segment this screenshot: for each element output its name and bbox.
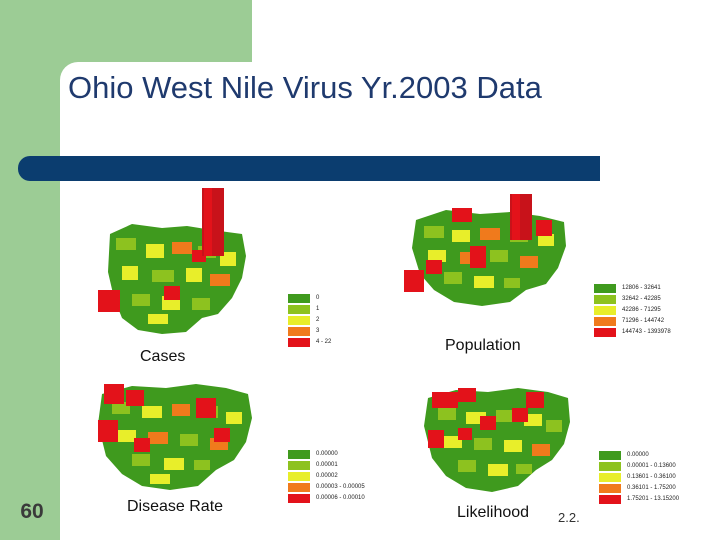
- legend-item: 4 - 22: [288, 337, 331, 347]
- legend-item: 42286 - 71295: [594, 305, 671, 315]
- legend-label: 3: [316, 328, 320, 334]
- legend-swatch: [599, 483, 621, 493]
- cases-map: [98, 188, 246, 334]
- disease-rate-caption: Disease Rate: [127, 498, 224, 515]
- likelihood-legend: 0.00000 0.00001 - 0.13600 0.13601 - 0.36…: [599, 450, 679, 505]
- legend-swatch: [594, 305, 616, 315]
- legend-item: 1: [288, 304, 331, 314]
- legend-label: 0.00002: [316, 473, 338, 479]
- legend-item: 0.00001: [288, 460, 365, 470]
- legend-swatch: [288, 304, 310, 314]
- legend-label: 2: [316, 317, 320, 323]
- legend-swatch: [288, 293, 310, 303]
- legend-swatch: [288, 315, 310, 325]
- population-legend: 12806 - 32641 32642 - 42285 42286 - 7129…: [594, 283, 671, 338]
- legend-label: 0.00001: [316, 462, 338, 468]
- background-left-strip: [0, 156, 60, 540]
- legend-item: 0.00006 - 0.00010: [288, 493, 365, 503]
- legend-label: 0.00003 - 0.00005: [316, 484, 365, 490]
- legend-swatch: [288, 471, 310, 481]
- legend-item: 0.36101 - 1.75200: [599, 483, 679, 493]
- legend-label: 0.13601 - 0.36100: [627, 474, 676, 480]
- legend-swatch: [288, 337, 310, 347]
- disease-rate-legend: 0.00000 0.00001 0.00002 0.00003 - 0.0000…: [288, 449, 365, 504]
- legend-item: 0: [288, 293, 331, 303]
- legend-item: 1.75201 - 13.15200: [599, 494, 679, 504]
- legend-swatch: [594, 283, 616, 293]
- title-divider-bar: [18, 156, 600, 181]
- legend-label: 32642 - 42285: [622, 296, 661, 302]
- legend-item: 0.00003 - 0.00005: [288, 482, 365, 492]
- legend-item: 2: [288, 315, 331, 325]
- legend-item: 0.00000: [288, 449, 365, 459]
- disease-rate-map: [98, 384, 252, 490]
- legend-label: 0: [316, 295, 320, 301]
- legend-label: 0.00001 - 0.13600: [627, 463, 676, 469]
- legend-item: 71296 - 144742: [594, 316, 671, 326]
- legend-label: 4 - 22: [316, 339, 332, 345]
- population-caption: Population: [445, 337, 521, 354]
- legend-item: 0.00001 - 0.13600: [599, 461, 679, 471]
- cases-caption: Cases: [140, 348, 186, 365]
- legend-label: 0.00006 - 0.00010: [316, 495, 365, 501]
- legend-swatch: [599, 472, 621, 482]
- legend-label: 1: [316, 306, 320, 312]
- legend-label: 0.00000: [627, 452, 649, 458]
- legend-label: 12806 - 32641: [622, 285, 661, 291]
- legend-item: 0.00002: [288, 471, 365, 481]
- legend-swatch: [594, 294, 616, 304]
- cases-legend: 0 1 2 3 4 - 22: [288, 293, 331, 348]
- legend-item: 3: [288, 326, 331, 336]
- legend-label: 1.75201 - 13.15200: [627, 496, 680, 502]
- legend-label: 42286 - 71295: [622, 307, 661, 313]
- likelihood-caption: Likelihood: [457, 504, 530, 521]
- legend-swatch: [288, 326, 310, 336]
- likelihood-map: [424, 388, 570, 492]
- corner-note: 2.2.: [558, 510, 580, 525]
- legend-swatch: [594, 327, 616, 337]
- legend-item: 32642 - 42285: [594, 294, 671, 304]
- legend-label: 71296 - 144742: [622, 318, 665, 324]
- legend-label: 0.00000: [316, 451, 338, 457]
- legend-item: 0.00000: [599, 450, 679, 460]
- legend-swatch: [599, 494, 621, 504]
- population-map: [404, 194, 566, 306]
- legend-item: 144743 - 1393978: [594, 327, 671, 337]
- slide-title: Ohio West Nile Virus Yr.2003 Data: [68, 70, 542, 105]
- legend-item: 12806 - 32641: [594, 283, 671, 293]
- slide-number: 60: [20, 500, 44, 523]
- legend-item: 0.13601 - 0.36100: [599, 472, 679, 482]
- legend-label: 0.36101 - 1.75200: [627, 485, 676, 491]
- legend-swatch: [599, 450, 621, 460]
- legend-swatch: [594, 316, 616, 326]
- legend-swatch: [288, 482, 310, 492]
- legend-swatch: [599, 461, 621, 471]
- legend-label: 144743 - 1393978: [622, 329, 671, 335]
- legend-swatch: [288, 449, 310, 459]
- legend-swatch: [288, 460, 310, 470]
- legend-swatch: [288, 493, 310, 503]
